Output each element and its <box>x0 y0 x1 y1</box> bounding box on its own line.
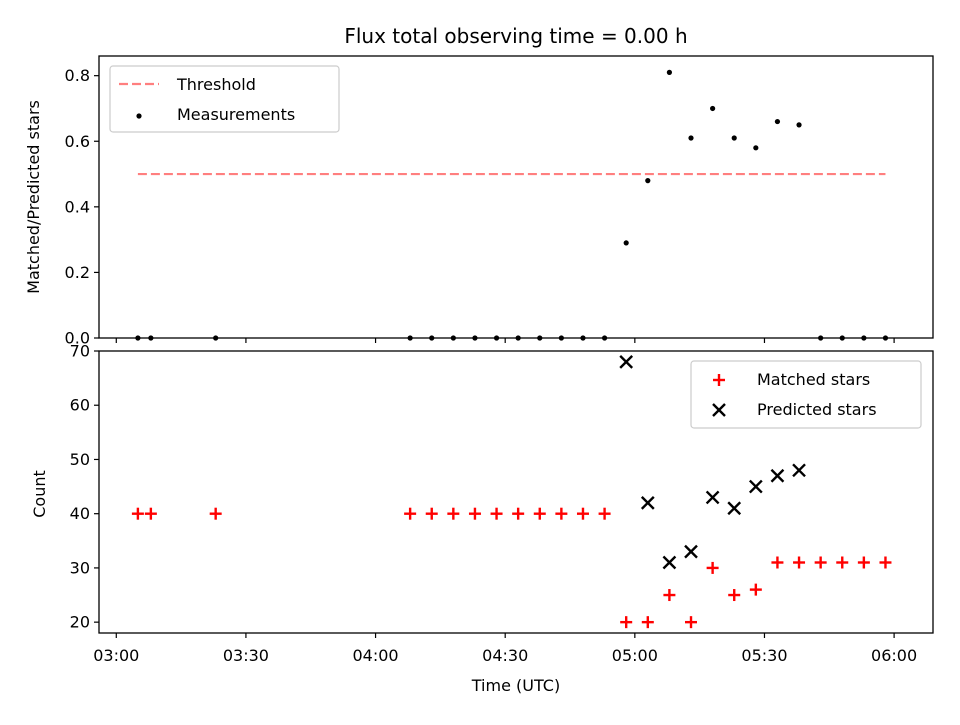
predicted-star-point <box>770 468 785 483</box>
predicted-star-point <box>705 490 720 505</box>
legend-matched-swatch <box>713 374 725 386</box>
y-tick-label: 70 <box>70 342 90 361</box>
matched-star-point <box>490 507 503 520</box>
matched-star-point <box>131 507 144 520</box>
measurement-point <box>774 118 781 125</box>
legend-measurements-label: Measurements <box>177 105 295 124</box>
matched-star-point <box>468 507 481 520</box>
y-tick-label: 40 <box>70 504 90 523</box>
x-tick-label: 06:00 <box>871 646 917 665</box>
chart-title: Flux total observing time = 0.00 h <box>344 24 687 48</box>
y-tick-label: 0.2 <box>65 263 90 282</box>
matched-star-point <box>555 507 568 520</box>
top-x-ticks <box>115 338 895 343</box>
matched-star-point <box>620 616 633 629</box>
measurement-point <box>666 69 673 75</box>
y-tick-label: 0.4 <box>65 197 90 216</box>
matched-star-point <box>879 556 892 569</box>
matched-star-point <box>533 507 546 520</box>
measurement-point <box>623 240 629 246</box>
bottom-x-ticks: 03:00 03:30 04:00 04:30 05:00 05:30 06:00 <box>93 633 917 665</box>
x-tick-label: 05:00 <box>612 646 658 665</box>
matched-star-point <box>576 507 589 520</box>
predicted-star-point <box>662 555 677 570</box>
top-y-axis-label: Matched/Predicted stars <box>24 100 43 294</box>
measurement-point <box>796 122 802 128</box>
bottom-axes-frame <box>98 350 934 634</box>
matched-star-point <box>598 507 611 520</box>
x-tick-label: 04:00 <box>353 646 399 665</box>
matched-star-point <box>512 507 525 520</box>
legend-predicted-swatch <box>712 403 726 417</box>
bottom-y-ticks: 20 30 40 50 60 70 <box>70 342 99 632</box>
top-legend-box <box>109 65 340 133</box>
top-panel: 0.00.20.40.60.8 Matched/Predicted stars … <box>24 55 934 348</box>
y-tick-label: 0.8 <box>65 66 90 85</box>
bottom-panel: 20 30 40 50 60 70 03:00 03:30 04:00 04:30 05:00 05… <box>30 342 934 695</box>
x-tick-label: 03:00 <box>93 646 139 665</box>
measurement-point <box>710 105 716 112</box>
top-y-ticks: 0.0 0.2 0.4 0.6 0.8 <box>65 66 99 348</box>
matched-star-point <box>425 507 438 520</box>
matched-star-point <box>836 556 849 569</box>
matched-star-point <box>814 556 827 569</box>
matched-star-point <box>771 556 784 569</box>
x-tick-label: 04:30 <box>482 646 528 665</box>
matched-star-point <box>641 616 654 629</box>
matched-star-point <box>404 507 417 520</box>
legend-predicted-label: Predicted stars <box>757 400 877 419</box>
x-axis-label: Time (UTC) <box>471 676 560 695</box>
matched-star-point <box>706 561 719 574</box>
matched-star-point <box>857 556 870 569</box>
x-tick-label: 05:30 <box>741 646 787 665</box>
predicted-star-point <box>640 495 655 510</box>
predicted-star-point <box>684 544 698 559</box>
y-tick-label: 20 <box>70 613 90 632</box>
predicted-star-point <box>792 463 806 478</box>
measurement-point <box>645 178 651 184</box>
y-tick-label: 0.0 <box>65 329 90 348</box>
count-points <box>131 354 892 629</box>
legend-matched-label: Matched stars <box>757 370 870 389</box>
measurement-point <box>688 135 694 141</box>
matched-star-point <box>749 583 762 596</box>
top-axes-frame <box>98 55 934 339</box>
matched-star-point <box>663 589 676 602</box>
legend-measurements-swatch <box>136 113 142 119</box>
bottom-legend: Matched stars Predicted stars <box>690 360 922 429</box>
predicted-star-point <box>727 501 742 516</box>
predicted-star-point <box>619 354 634 369</box>
matched-star-point <box>144 507 157 520</box>
top-legend: Threshold Measurements <box>109 65 340 133</box>
y-tick-label: 60 <box>70 396 90 415</box>
legend-threshold-label: Threshold <box>176 75 256 94</box>
x-tick-label: 03:30 <box>223 646 269 665</box>
matched-star-point <box>728 589 741 602</box>
y-tick-label: 30 <box>70 558 90 577</box>
bottom-y-axis-label: Count <box>30 470 49 518</box>
measurement-point <box>753 145 759 151</box>
measurement-point <box>731 135 737 141</box>
y-tick-label: 50 <box>70 450 90 469</box>
matched-star-point <box>209 507 222 520</box>
bottom-legend-box <box>690 360 922 429</box>
y-tick-label: 0.6 <box>65 132 90 151</box>
predicted-star-point <box>748 479 763 494</box>
matched-star-point <box>793 556 806 569</box>
matched-star-point <box>447 507 460 520</box>
matched-star-point <box>685 616 698 629</box>
